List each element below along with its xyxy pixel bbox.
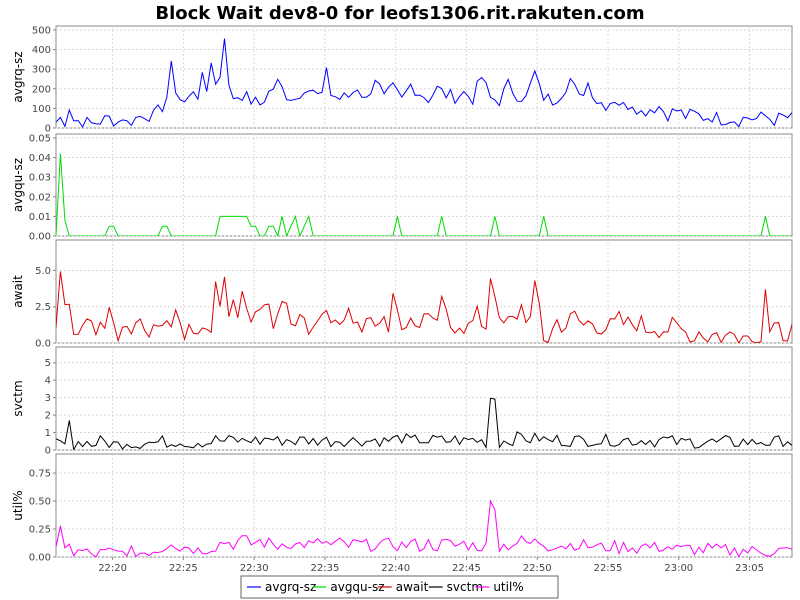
y-tick-label: 0.04 <box>29 153 51 164</box>
y-axis-label: util% <box>11 490 25 520</box>
panel-util%: 0.00 0.25 0.50 0.75 util% <box>11 453 793 564</box>
legend-item-label: avgrq-sz <box>265 580 316 594</box>
y-tick-label: 200 <box>32 84 51 95</box>
y-tick-label: 0.02 <box>29 192 51 203</box>
y-axis-label: svctm <box>11 380 25 416</box>
y-tick-label: 0.00 <box>29 553 51 564</box>
panel-avgrq-sz: 0 100 200 300 400 500 avgrq-sz <box>11 25 793 135</box>
plot-area <box>55 239 793 344</box>
y-tick-label: 0.25 <box>29 525 51 536</box>
panel-svctm: 0 1 2 3 4 5 svctm <box>11 346 793 457</box>
y-tick-label: 3 <box>45 393 51 404</box>
y-tick-label: 400 <box>32 45 51 56</box>
y-tick-label: 4 <box>45 376 51 387</box>
series-line-util% <box>56 499 792 557</box>
y-tick-label: 300 <box>32 65 51 76</box>
y-tick-label: 0.75 <box>29 469 51 480</box>
y-tick-label: 0.50 <box>29 497 51 508</box>
x-tick-label: 22:30 <box>240 563 269 574</box>
x-tick-label: 22:25 <box>169 563 198 574</box>
x-tick-label: 22:35 <box>311 563 340 574</box>
y-tick-label: 0.01 <box>29 212 51 223</box>
plot-area <box>55 133 793 237</box>
x-tick-label: 23:00 <box>664 563 693 574</box>
panel-await: 0.0 2.5 5.0 await <box>11 239 793 350</box>
x-tick-label: 22:20 <box>98 563 127 574</box>
y-tick-label: 0.0 <box>35 339 51 350</box>
legend-item-label: util% <box>493 580 523 594</box>
y-tick-label: 100 <box>32 104 51 115</box>
y-tick-label: 2.5 <box>35 302 51 313</box>
y-tick-label: 0 <box>45 446 51 457</box>
legend: avgrq-sz avgqu-sz await svctm util% <box>240 575 559 599</box>
legend-item-label: await <box>396 580 429 594</box>
y-tick-label: 5 <box>45 358 51 369</box>
chart-title: Block Wait dev8-0 for leofs1306.rit.raku… <box>155 3 644 24</box>
y-axis-label: avgqu-sz <box>11 158 25 212</box>
plot-area <box>55 453 793 558</box>
legend-item-label: svctm <box>447 580 483 594</box>
y-tick-label: 2 <box>45 411 51 422</box>
x-tick-label: 22:40 <box>381 563 410 574</box>
y-axis-label: avgrq-sz <box>11 51 25 102</box>
x-tick-label: 22:55 <box>594 563 623 574</box>
series-line-svctm <box>56 397 792 450</box>
y-tick-label: 0.00 <box>29 232 51 243</box>
series-line-avgrq-sz <box>56 38 792 128</box>
chart-panels: 0100200300400500avgrq-sz0.000.010.020.03… <box>11 25 793 564</box>
y-tick-label: 5.0 <box>35 266 51 277</box>
x-axis: 22:20 22:25 22:30 22:35 22:40 22:45 22:50 22:55… <box>98 557 764 574</box>
y-axis-label: await <box>11 275 25 308</box>
y-tick-label: 0.05 <box>29 133 51 144</box>
y-tick-label: 0.03 <box>29 173 51 184</box>
legend-box <box>240 575 559 599</box>
x-tick-label: 22:50 <box>523 563 552 574</box>
panel-avgqu-sz: 0.00 0.01 0.02 0.03 0.04 0.05 avgqu-sz <box>11 133 793 243</box>
y-tick-label: 0 <box>45 124 51 135</box>
x-tick-label: 22:45 <box>452 563 481 574</box>
legend-item-label: avgqu-sz <box>330 580 384 594</box>
y-tick-label: 1 <box>45 428 51 439</box>
series-line-await <box>56 271 792 343</box>
y-tick-label: 500 <box>32 25 51 36</box>
x-tick-label: 23:05 <box>735 563 764 574</box>
plot-area <box>55 25 793 129</box>
